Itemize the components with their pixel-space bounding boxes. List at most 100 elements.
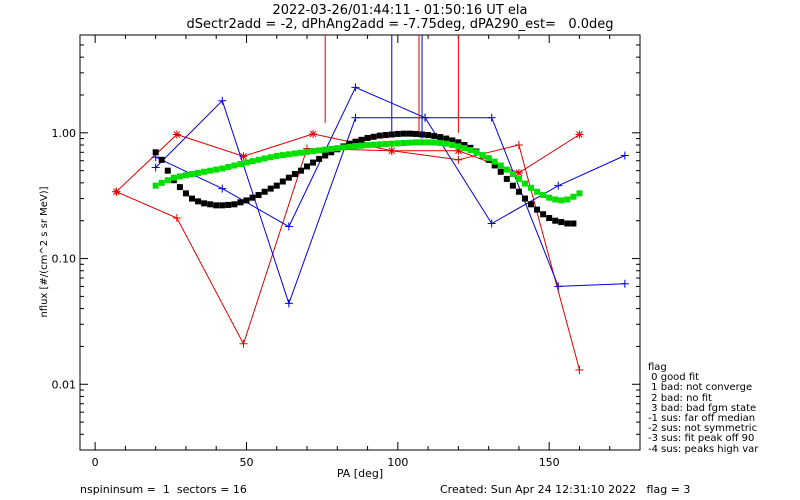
data-point-red (514, 168, 523, 177)
data-point-black (328, 149, 335, 156)
data-point-red (172, 130, 181, 139)
data-point-green (273, 152, 280, 159)
data-point-black (358, 136, 365, 143)
data-point-black (322, 152, 329, 159)
data-point-green (297, 149, 304, 156)
data-point-black (201, 200, 208, 207)
data-point-green (449, 142, 456, 149)
data-point-red (309, 129, 318, 138)
data-point-black (546, 215, 553, 222)
data-point-blue (151, 163, 160, 172)
data-point-black (406, 130, 413, 137)
data-point-blue (218, 96, 227, 105)
data-point-blue (554, 282, 563, 291)
data-point-blue (351, 83, 360, 92)
data-point-green (255, 156, 262, 163)
chart-title-line-2: dSectr2add = -2, dPhAng2add = -7.75deg, … (186, 17, 614, 32)
data-point-green (394, 140, 401, 147)
data-point-green (261, 155, 268, 162)
y-tick-label: 0.01 (52, 378, 77, 391)
data-point-green (328, 145, 335, 152)
data-point-black (528, 201, 535, 208)
data-point-blue (620, 151, 629, 160)
legend-item: 2 bad: no fit (648, 392, 712, 404)
data-point-green (358, 142, 365, 149)
data-point-black (352, 138, 359, 145)
data-point-blue (284, 299, 293, 308)
legend-item: 0 good fit (648, 372, 700, 384)
data-point-black (497, 168, 504, 175)
data-point-black (207, 201, 214, 208)
data-point-green (304, 148, 311, 155)
data-point-green (528, 184, 535, 191)
data-point-blue (554, 181, 563, 190)
data-point-green (189, 171, 195, 178)
data-point-red (454, 155, 463, 164)
data-point-green (491, 158, 498, 165)
data-point-green (546, 194, 553, 201)
data-point-green (249, 158, 256, 165)
data-point-black (164, 167, 171, 174)
data-point-green (467, 147, 474, 154)
data-point-black (503, 175, 510, 182)
data-point-red (575, 130, 584, 139)
data-point-green (558, 197, 565, 204)
data-point-green (243, 159, 250, 166)
data-point-green (334, 145, 341, 152)
data-point-black (291, 171, 298, 178)
data-point-green (431, 139, 438, 146)
data-point-black (461, 142, 468, 149)
data-point-black (491, 162, 498, 169)
data-point-green (340, 144, 347, 151)
data-point-green (291, 150, 298, 157)
data-point-black (382, 132, 389, 139)
data-point-black (195, 198, 202, 205)
data-point-black (316, 155, 323, 162)
data-point-green (570, 193, 577, 200)
data-point-black (310, 159, 317, 166)
data-point-red (172, 214, 181, 223)
data-point-green (406, 139, 413, 146)
data-point-black (540, 211, 547, 218)
data-point-blue (620, 279, 629, 288)
y-axis-label: nflux [#/(cm^2 s sr MeV)] (39, 186, 50, 317)
data-point-black (237, 199, 244, 206)
data-point-green (388, 140, 395, 147)
data-point-black (558, 219, 565, 226)
footer-spin-info: nspininsum = 1 sectors = 16 (80, 483, 247, 496)
y-tick-label: 1.00 (52, 127, 77, 140)
legend-item: -3 sus: fit peak off 90 (648, 433, 755, 445)
legend-item: 1 bad: not converge (648, 382, 753, 394)
x-tick-label: 150 (539, 456, 560, 469)
data-point-green (376, 141, 383, 148)
data-point-black (225, 201, 232, 208)
legend-item: 3 bad: bad fgm state (648, 402, 757, 414)
data-point-black (255, 192, 262, 199)
data-point-black (364, 134, 371, 141)
data-point-black (455, 139, 462, 146)
data-point-green (279, 152, 286, 159)
data-point-green (455, 143, 462, 150)
series-line-blue (155, 99, 626, 305)
chart-title-line-1: 2022-03-26/01:44:11 - 01:50:16 UT ela (272, 3, 528, 18)
data-point-black (552, 217, 559, 224)
data-point-green (316, 147, 323, 154)
data-point-black (176, 184, 183, 191)
data-point-black (279, 178, 286, 185)
data-point-red (239, 339, 248, 348)
data-point-green (182, 172, 189, 179)
data-point-green (285, 151, 292, 158)
data-point-green (231, 162, 238, 169)
data-point-black (273, 182, 280, 189)
data-point-green (437, 140, 444, 147)
data-point-green (473, 149, 480, 156)
data-point-black (449, 137, 456, 144)
data-point-blue (284, 222, 293, 231)
data-point-green (425, 139, 432, 146)
data-point-green (413, 139, 419, 146)
data-point-green (213, 166, 220, 173)
data-point-black (152, 149, 159, 156)
data-point-black (346, 140, 353, 147)
x-tick-label: 100 (387, 456, 408, 469)
data-point-red (112, 187, 121, 196)
